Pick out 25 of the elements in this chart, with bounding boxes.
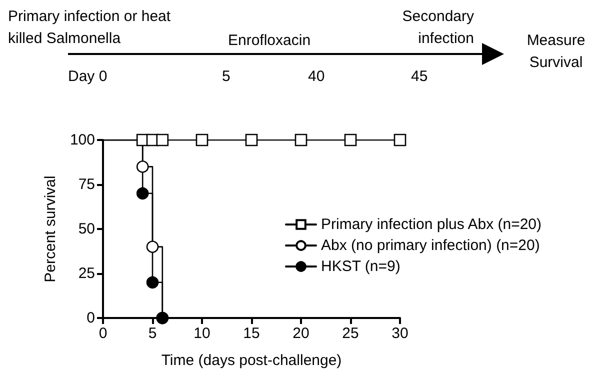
text: 5 [222, 67, 232, 87]
x-tick-label: 30 [392, 325, 408, 342]
text: 45 [411, 67, 429, 87]
x-tick-label: 0 [98, 325, 108, 342]
x-tick-label: 15 [243, 325, 260, 342]
text: 40 [308, 67, 326, 87]
x-axis-title: Time (days post-challenge) [161, 352, 342, 369]
y-tick-label: 0 [86, 310, 95, 326]
legend-label: HKST (n=9) [321, 258, 400, 275]
x-tick-label: 25 [342, 325, 359, 342]
text: Primary infection or heat killed Salmonella [8, 7, 172, 49]
text: Measure Survival [526, 31, 586, 73]
text: Day 0 [68, 67, 108, 87]
y-tick-label: 50 [78, 220, 95, 238]
y-tick-label: 100 [70, 132, 95, 148]
legend-label: Primary infection plus Abx (n=20) [321, 216, 542, 233]
x-tick-label: 20 [292, 325, 310, 342]
x-tick-label: 5 [148, 325, 157, 342]
y-tick-label: 75 [78, 176, 95, 193]
text: Secondary infection [401, 7, 474, 49]
legend-label: Abx (no primary infection) (n=20) [321, 237, 540, 254]
y-tick-label: 25 [78, 265, 95, 282]
y-axis-title: Percent survival [42, 176, 59, 282]
text: Enrofloxacin [228, 31, 312, 51]
x-tick-label: 10 [194, 325, 210, 342]
